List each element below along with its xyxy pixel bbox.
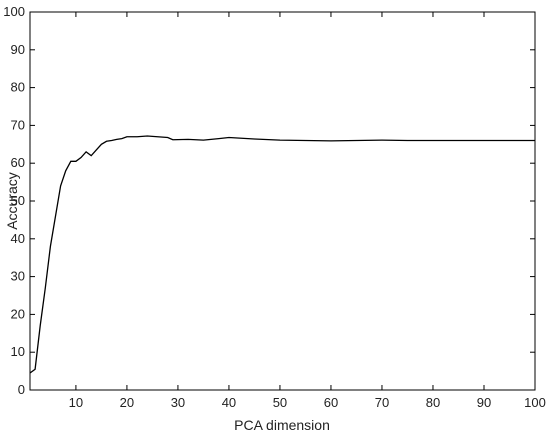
y-tick-label: 30 [11, 269, 25, 284]
y-tick-label: 50 [11, 193, 25, 208]
x-tick-label: 60 [324, 395, 338, 410]
y-tick-label: 20 [11, 306, 25, 321]
y-tick-label: 10 [11, 344, 25, 359]
y-tick-label: 70 [11, 117, 25, 132]
plot-frame [29, 11, 536, 391]
x-tick-label: 20 [120, 395, 134, 410]
x-tick-label: 30 [171, 395, 185, 410]
x-tick-label: 70 [375, 395, 389, 410]
x-tick-label: 80 [426, 395, 440, 410]
y-tick-label: 40 [11, 231, 25, 246]
y-tick-label: 100 [3, 4, 25, 19]
x-tick-label: 100 [524, 395, 546, 410]
x-tick-label: 90 [477, 395, 491, 410]
line [29, 135, 535, 374]
y-tick-label: 90 [11, 42, 25, 57]
y-tick-label: 60 [11, 155, 25, 170]
y-tick-label: 80 [11, 80, 25, 95]
x-axis-label: PCA dimension [234, 417, 330, 433]
x-tick-label: 50 [273, 395, 287, 410]
x-tick-label: 40 [222, 395, 236, 410]
x-tick-label: 10 [69, 395, 83, 410]
y-tick-label: 0 [18, 382, 25, 397]
y-axis-label: Accuracy [4, 172, 20, 230]
